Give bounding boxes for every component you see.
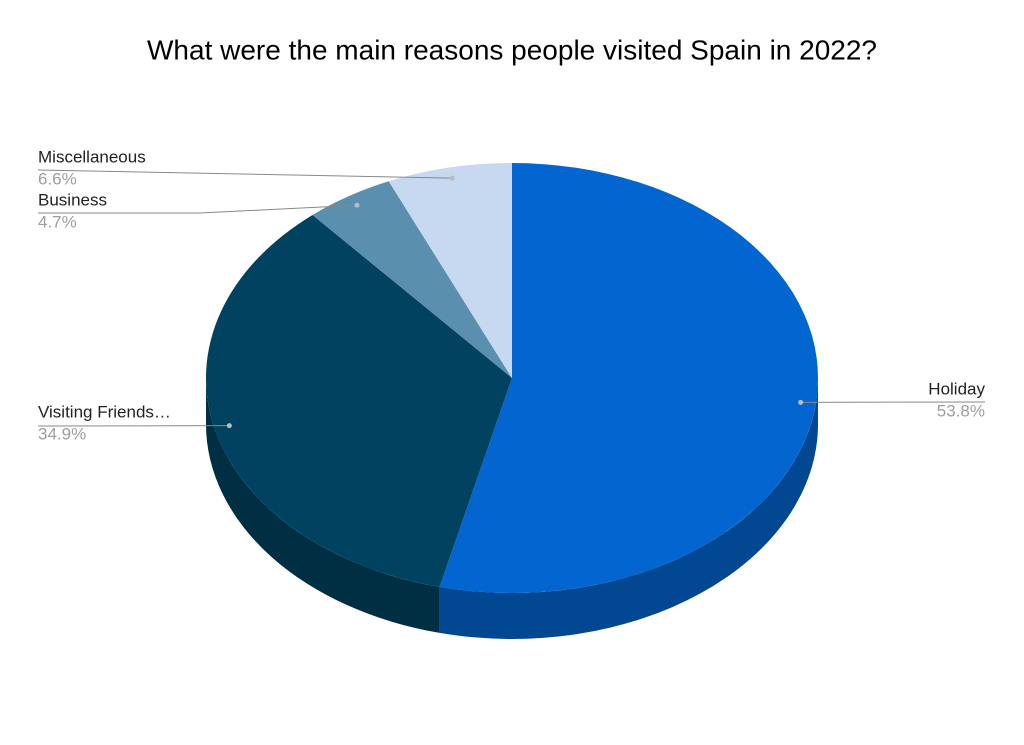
slice-label: Miscellaneous — [38, 147, 146, 166]
slice — [439, 163, 819, 594]
value-label: 53.8% — [937, 401, 985, 420]
leader-line — [37, 169, 453, 179]
leader-dot — [449, 175, 455, 181]
leader-line — [38, 204, 358, 214]
slice — [312, 181, 512, 378]
slice-label: Visiting Friends… — [38, 402, 171, 421]
value-label: 6.6% — [38, 169, 77, 188]
leader-dot — [226, 423, 232, 429]
leader-dot — [354, 202, 360, 208]
chart-title: What were the main reasons people visite… — [147, 34, 877, 65]
slice-side — [206, 378, 440, 633]
slice-side — [439, 378, 818, 639]
slice — [206, 214, 512, 587]
slice — [388, 163, 512, 378]
slice-label: Business — [38, 190, 107, 209]
value-label: 34.9% — [38, 424, 86, 443]
slice-label: Holiday — [928, 379, 985, 398]
value-label: 4.7% — [38, 212, 77, 231]
leader-dot — [798, 399, 804, 405]
